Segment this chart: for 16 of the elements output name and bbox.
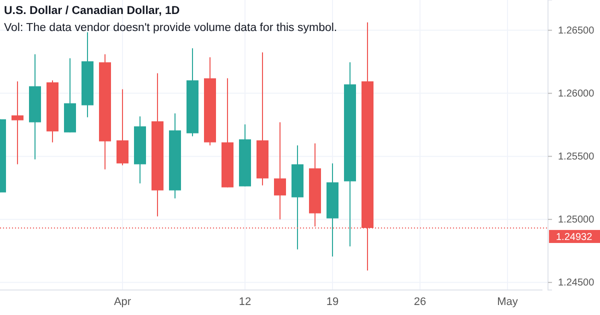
x-tick-label: 12 xyxy=(238,296,252,308)
candlestick xyxy=(116,88,128,166)
y-tick-label: 1.26500 xyxy=(558,25,595,36)
y-tick-label: 1.24500 xyxy=(558,278,595,289)
chart-title: U.S. Dollar / Canadian Dollar, 1D xyxy=(4,5,180,17)
ref-line-label: 1.24932 xyxy=(556,232,593,243)
x-tick-label: 19 xyxy=(326,296,339,308)
annotation: Vol: The data vendor doesn't provide volume data for this symbol. xyxy=(4,22,338,34)
x-tick-label: 26 xyxy=(414,296,426,308)
candlestick xyxy=(12,80,24,165)
candlestick xyxy=(274,122,286,220)
x-tick-label: May xyxy=(497,296,518,308)
y-tick-label: 1.26000 xyxy=(558,88,595,100)
x-tick-label: Apr xyxy=(114,296,132,308)
y-tick-label: 1.25000 xyxy=(558,214,595,226)
y-tick-label: 1.25500 xyxy=(558,152,595,163)
